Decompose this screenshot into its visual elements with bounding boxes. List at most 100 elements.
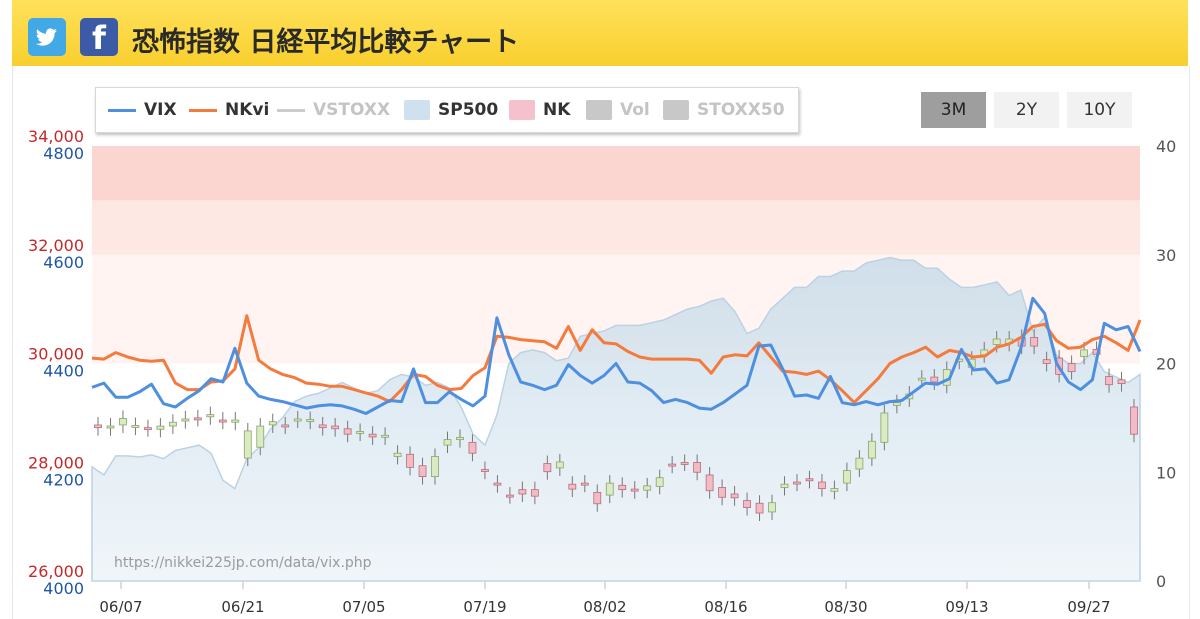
- nk-candle-body: [306, 419, 315, 422]
- nk-candle-body: [119, 418, 127, 426]
- nk-candle-body: [381, 434, 389, 438]
- nk-candle-body: [655, 477, 664, 487]
- nk-candle-body: [418, 465, 427, 478]
- nk-candle: [543, 455, 552, 480]
- nk-candle-body: [992, 338, 1001, 345]
- nk-candle: [343, 420, 352, 443]
- nk-candle: [1030, 329, 1039, 355]
- nk-candle: [580, 475, 589, 493]
- nk-candle-body: [468, 441, 477, 454]
- nk-candle: [630, 481, 639, 499]
- nk-candle: [1067, 355, 1076, 380]
- vix-axis-label: 40: [1156, 137, 1176, 156]
- range-button-2y[interactable]: 2Y: [994, 92, 1059, 128]
- nk-candle-body: [892, 402, 901, 406]
- range-button-10y[interactable]: 10Y: [1067, 92, 1132, 128]
- nk-candle: [493, 475, 502, 493]
- legend-item-nkvi[interactable]: NKvi: [189, 88, 269, 132]
- watermark-url: https://nikkei225jp.com/data/vix.php: [114, 555, 372, 571]
- legend-item-vix[interactable]: VIX: [108, 88, 177, 132]
- nk-candle: [1117, 371, 1126, 392]
- nk-candle: [768, 494, 776, 520]
- nk-candle-body: [1105, 376, 1113, 386]
- nk-candle-body: [1080, 349, 1088, 357]
- nk-candle: [1105, 368, 1113, 393]
- nk-candle-body: [730, 493, 739, 499]
- sp500-axis-label: 4600: [43, 253, 84, 272]
- nk-candle: [393, 445, 402, 465]
- nk-axis-label: 30,000: [28, 345, 84, 364]
- vix-axis-label: 0: [1156, 572, 1166, 591]
- nk-candle-body: [743, 500, 751, 508]
- nk-candle-body: [805, 478, 814, 482]
- sp500-axis-label: 4800: [43, 144, 84, 163]
- legend-swatch: [663, 100, 689, 120]
- nk-candle: [181, 410, 190, 429]
- nk-candle-body: [668, 463, 677, 467]
- nk-axis-label: 34,000: [28, 127, 84, 146]
- nk-axis-label: 28,000: [28, 453, 84, 472]
- nk-candle-body: [493, 482, 502, 486]
- nk-candle-body: [643, 485, 652, 491]
- vix-axis-label: 10: [1156, 463, 1176, 482]
- x-tick-label: 08/30: [824, 598, 867, 616]
- nk-candle: [643, 477, 652, 499]
- nk-candle-body: [867, 440, 876, 459]
- nk-candle-body: [144, 427, 152, 431]
- legend-item-vol[interactable]: Vol: [586, 88, 650, 132]
- nk-candle-body: [718, 487, 726, 498]
- facebook-share-button[interactable]: f: [80, 18, 118, 57]
- vix-zone-band: [92, 146, 1140, 201]
- legend-item-stoxx50[interactable]: STOXX50: [663, 88, 785, 132]
- nk-candle-body: [131, 425, 140, 428]
- legend-item-sp500[interactable]: SP500: [404, 88, 498, 132]
- nk-candle: [481, 461, 489, 480]
- nk-candle: [755, 495, 764, 522]
- nk-candle-body: [393, 452, 402, 457]
- twitter-share-button[interactable]: [28, 18, 66, 56]
- legend-label: SP500: [438, 100, 499, 120]
- legend-label: Vol: [620, 100, 650, 120]
- nk-candle-body: [331, 425, 340, 430]
- nk-candle-body: [843, 470, 851, 484]
- nk-candle: [131, 417, 140, 436]
- nk-candle-body: [106, 425, 115, 429]
- nk-candle: [331, 418, 340, 437]
- legend-swatch: [108, 108, 136, 112]
- nk-candle: [381, 427, 389, 445]
- vix-zone-band: [92, 200, 1140, 255]
- nk-candle: [593, 484, 602, 512]
- nk-candle: [855, 450, 864, 477]
- nk-candle-body: [543, 463, 552, 473]
- legend-item-vstoxx[interactable]: VSTOXX: [277, 88, 390, 132]
- nk-candle-body: [506, 494, 514, 498]
- nk-candle-body: [218, 419, 227, 423]
- nk-candle: [193, 409, 202, 427]
- nk-candle-body: [855, 457, 864, 470]
- range-button-3m[interactable]: 3M: [921, 92, 986, 128]
- nk-candle: [1130, 399, 1138, 443]
- x-tick-label: 07/05: [342, 598, 385, 616]
- legend-item-nk[interactable]: NK: [509, 88, 570, 132]
- nk-candle-body: [343, 428, 352, 435]
- nk-candle: [655, 469, 664, 495]
- nk-candle: [555, 453, 564, 476]
- nk-candle-body: [580, 482, 589, 486]
- nk-candle: [356, 423, 365, 442]
- nk-candle-body: [818, 481, 826, 489]
- nk-candle: [743, 492, 751, 516]
- nk-axis-label: 26,000: [28, 562, 84, 581]
- nk-candle: [268, 413, 277, 433]
- x-tick-label: 09/27: [1067, 598, 1110, 616]
- nk-candle-body: [181, 418, 190, 422]
- nk-candle: [705, 466, 714, 499]
- nk-candle-body: [168, 421, 177, 427]
- nk-candle-body: [268, 421, 277, 426]
- nk-candle: [218, 412, 227, 430]
- nk-candle: [867, 433, 876, 467]
- legend-label: VSTOXX: [313, 100, 391, 120]
- nk-candle-body: [880, 412, 889, 443]
- nk-candle-body: [530, 489, 539, 497]
- nk-candle: [456, 429, 464, 448]
- nk-candle: [206, 406, 215, 425]
